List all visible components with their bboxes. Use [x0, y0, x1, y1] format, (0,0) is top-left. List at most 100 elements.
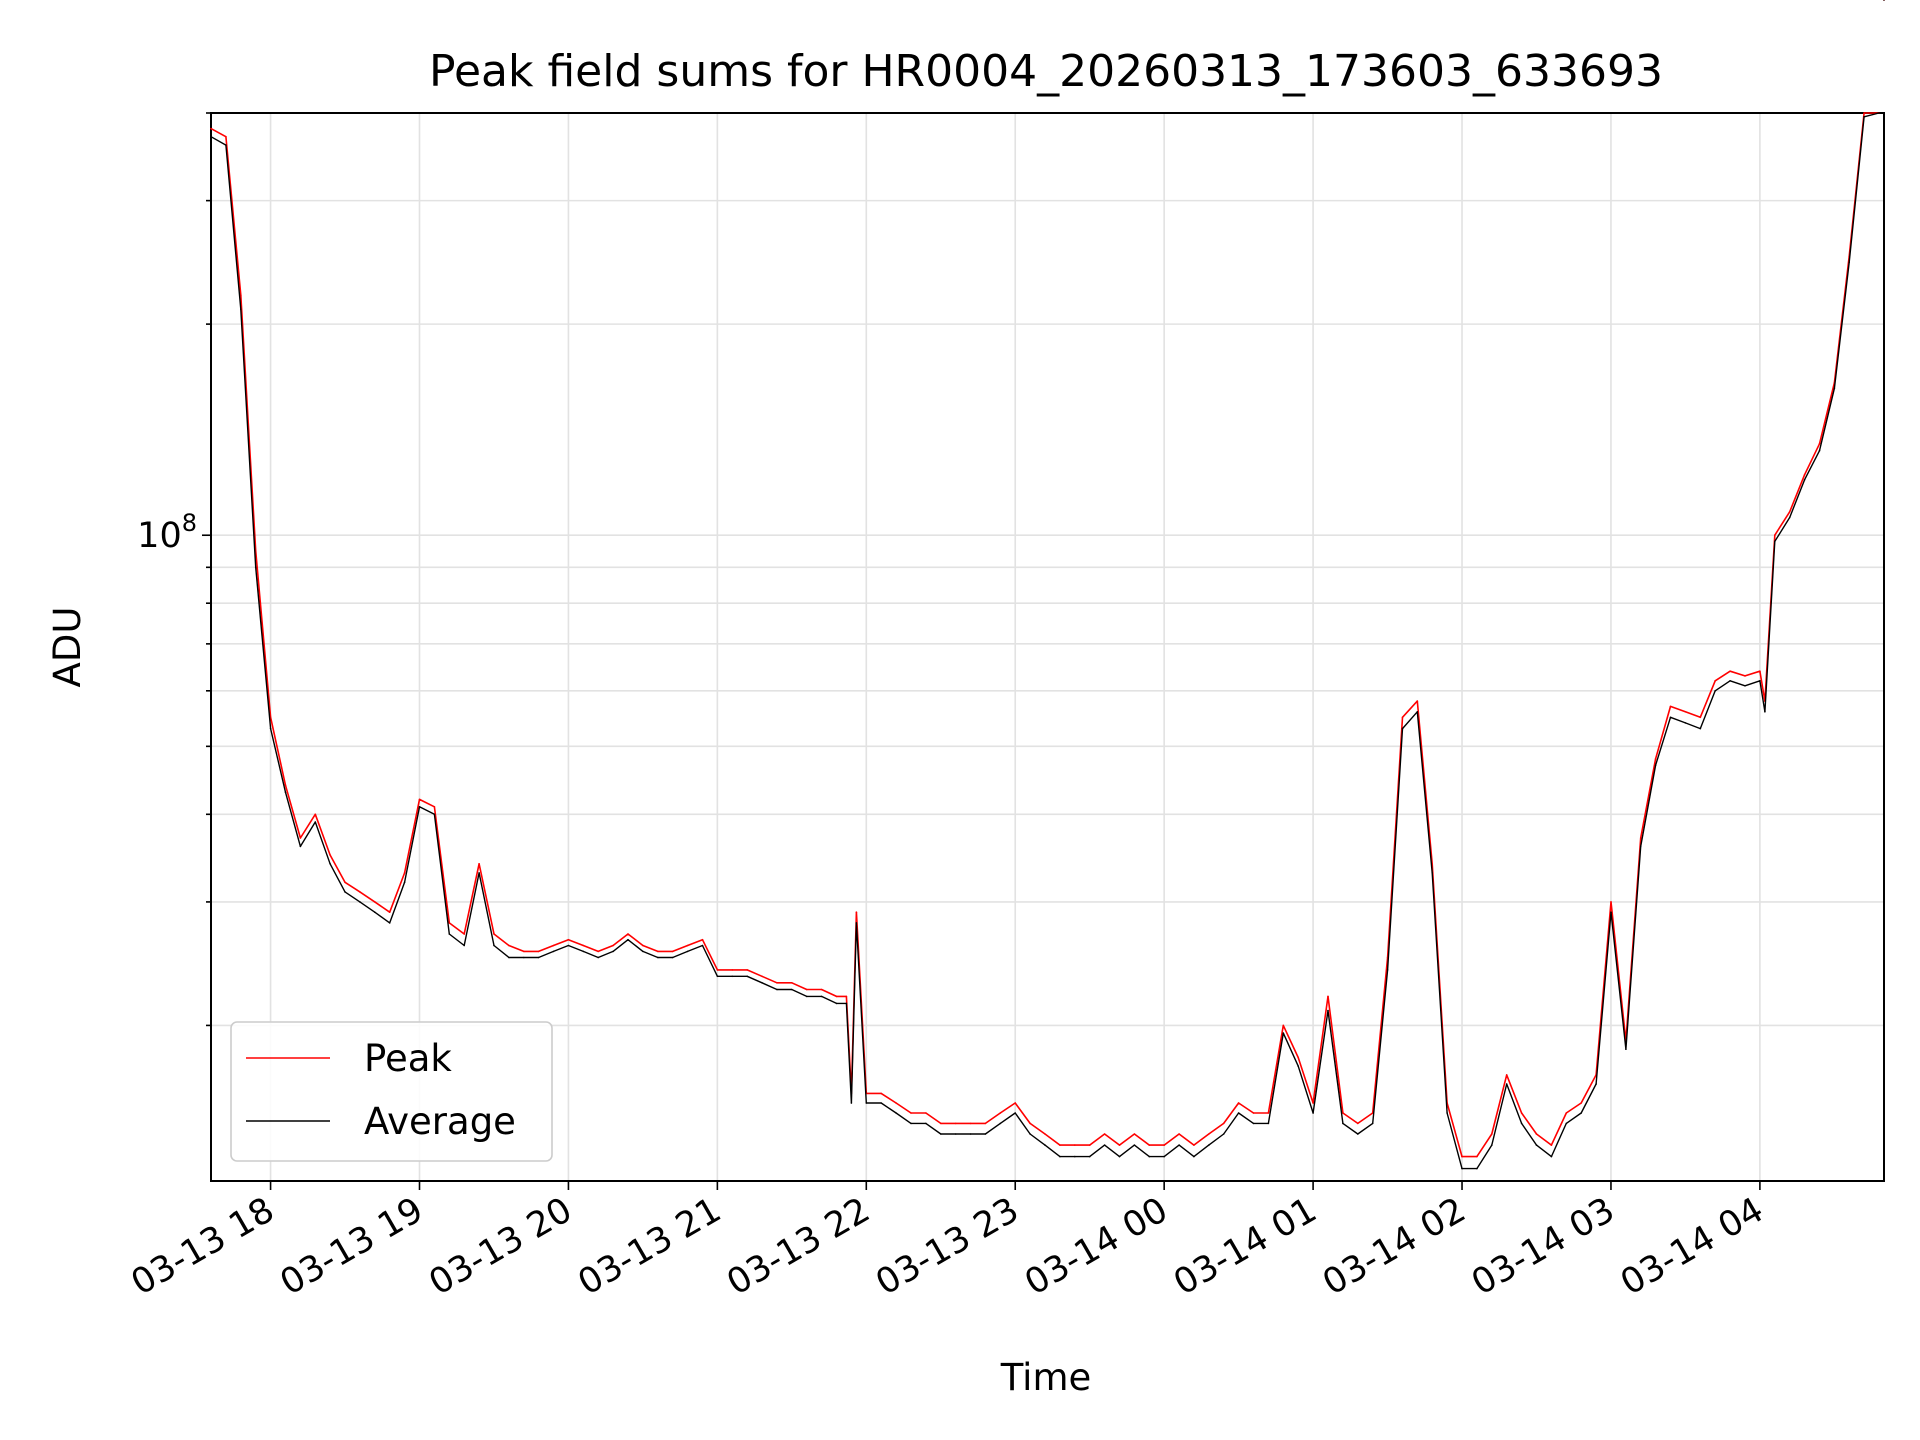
- data-point-average: [746, 975, 748, 978]
- data-point-peak: [1520, 1112, 1523, 1114]
- data-point-average: [1550, 1155, 1553, 1158]
- data-point-peak: [1088, 1144, 1091, 1146]
- data-point-average: [1863, 116, 1865, 118]
- data-point-peak: [1252, 1112, 1255, 1114]
- data-point-peak: [1163, 1144, 1165, 1146]
- data-point-average: [1401, 727, 1404, 730]
- y-axis-label: ADU: [46, 607, 89, 688]
- data-point-average: [1744, 685, 1746, 687]
- data-point-peak: [537, 950, 540, 953]
- data-point-average: [820, 995, 823, 998]
- data-point-average: [314, 821, 317, 823]
- data-point-peak: [1565, 1112, 1568, 1114]
- data-point-average: [910, 1122, 912, 1125]
- data-point-peak: [1744, 675, 1746, 677]
- data-point-peak: [1729, 670, 1731, 672]
- data-point-peak: [1103, 1133, 1106, 1135]
- data-point-average: [925, 1122, 927, 1125]
- legend: Peak Average: [230, 1021, 553, 1162]
- data-point-average: [835, 1002, 838, 1005]
- data-point-average: [1044, 1144, 1046, 1146]
- data-point-average: [657, 956, 659, 959]
- data-point-average: [999, 1122, 1002, 1125]
- data-point-peak: [1461, 1155, 1463, 1158]
- data-point-peak: [1074, 1144, 1076, 1146]
- data-point-average: [1059, 1155, 1061, 1158]
- data-point-average: [1103, 1144, 1106, 1146]
- data-point-average: [1729, 680, 1731, 682]
- data-point-average: [1699, 727, 1702, 730]
- data-point-peak: [314, 813, 317, 816]
- data-point-peak: [1118, 1144, 1121, 1146]
- data-point-peak: [1267, 1112, 1270, 1114]
- data-point-average: [403, 881, 406, 884]
- data-point-peak: [1416, 700, 1419, 702]
- data-point-average: [1684, 722, 1687, 724]
- data-point-average: [597, 956, 599, 959]
- data-point-average: [776, 988, 778, 991]
- data-point-peak: [1550, 1144, 1553, 1146]
- data-point-peak: [791, 982, 793, 984]
- legend-label-peak: Peak: [364, 1037, 452, 1080]
- data-point-peak: [1654, 758, 1657, 760]
- data-point-peak: [478, 863, 480, 865]
- data-point-peak: [880, 1092, 882, 1095]
- data-point-peak: [1714, 680, 1716, 682]
- data-point-peak: [1505, 1074, 1508, 1076]
- data-point-average: [1639, 845, 1642, 848]
- data-point-peak: [701, 938, 704, 941]
- data-point-average: [627, 938, 629, 941]
- data-point-average: [210, 135, 212, 138]
- data-point-peak: [463, 933, 466, 935]
- data-point-average: [1193, 1155, 1195, 1158]
- data-point-peak: [284, 784, 287, 787]
- data-point-peak: [210, 127, 212, 130]
- data-point-average: [1764, 711, 1766, 713]
- data-point-average: [865, 1102, 868, 1104]
- data-point-peak: [910, 1112, 912, 1114]
- data-point-peak: [1491, 1133, 1493, 1135]
- x-axis-label: Time: [1000, 1356, 1092, 1399]
- data-point-peak: [627, 933, 629, 935]
- data-point-peak: [374, 901, 376, 903]
- data-point-peak: [845, 995, 848, 998]
- data-point-peak: [1357, 1122, 1359, 1125]
- data-point-average: [225, 144, 227, 146]
- data-point-peak: [1639, 837, 1642, 839]
- data-point-peak: [925, 1112, 927, 1114]
- data-point-peak: [731, 969, 734, 971]
- data-point-average: [299, 845, 302, 848]
- data-point-peak: [984, 1122, 987, 1125]
- data-point-peak: [1133, 1133, 1136, 1135]
- data-point-peak: [1699, 716, 1702, 719]
- data-point-average: [984, 1133, 987, 1135]
- data-point-peak: [1193, 1144, 1195, 1146]
- data-point-peak: [418, 798, 421, 801]
- data-point-average: [344, 891, 346, 893]
- data-point-average: [1654, 764, 1657, 766]
- data-point-peak: [776, 982, 778, 984]
- data-point-average: [448, 933, 451, 935]
- data-point-average: [1476, 1167, 1478, 1170]
- data-point-average: [269, 727, 272, 730]
- data-point-average: [1520, 1122, 1523, 1125]
- data-point-average: [1029, 1133, 1031, 1135]
- data-point-peak: [1580, 1102, 1582, 1104]
- data-point-average: [463, 944, 466, 947]
- data-point-peak: [225, 135, 227, 138]
- data-point-average: [671, 956, 674, 959]
- data-point-peak: [686, 944, 689, 947]
- data-point-average: [552, 950, 555, 953]
- data-point-peak: [299, 837, 302, 839]
- data-point-peak: [969, 1122, 972, 1125]
- data-point-peak: [1059, 1144, 1061, 1146]
- data-point-peak: [493, 933, 495, 935]
- series-average: [210, 0, 1885, 1170]
- data-point-average: [1282, 1032, 1285, 1034]
- data-point-peak: [1178, 1133, 1180, 1135]
- data-point-average: [1088, 1155, 1091, 1158]
- data-point-average: [805, 995, 808, 998]
- data-point-peak: [1282, 1024, 1285, 1027]
- data-point-average: [1833, 387, 1836, 390]
- plot-frame: [210, 112, 1885, 1182]
